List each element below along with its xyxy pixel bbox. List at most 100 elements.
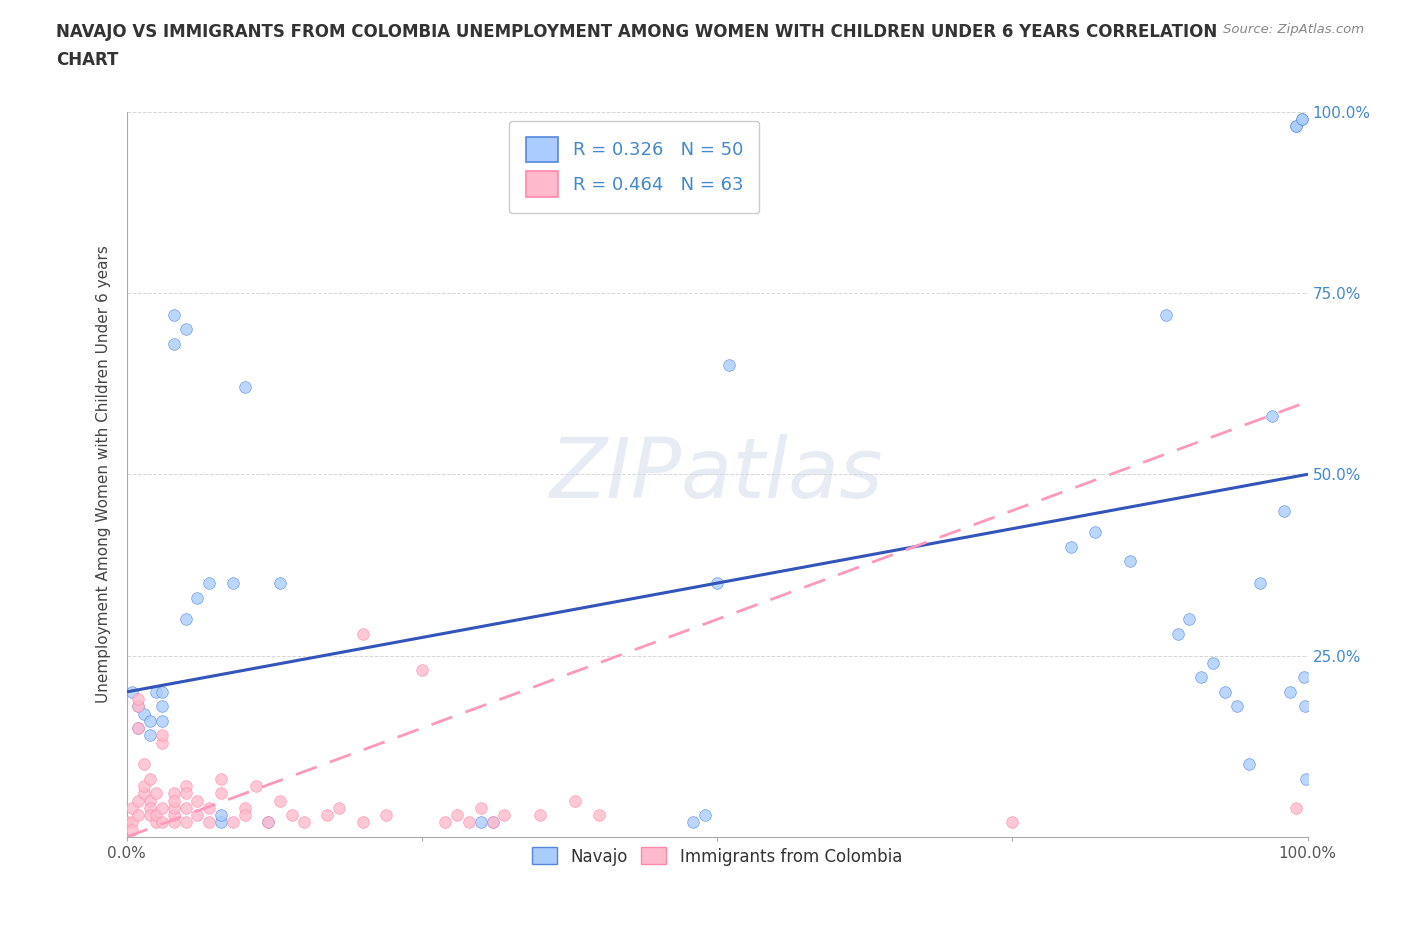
Point [139, 793, 162, 808]
Legend: Navajo, Immigrants from Colombia: Navajo, Immigrants from Colombia [526, 841, 908, 872]
Point [1285, 119, 1308, 134]
Point [150, 801, 173, 816]
Point [695, 808, 717, 823]
Point [281, 808, 304, 823]
Point [233, 808, 256, 823]
Point [375, 808, 398, 823]
Point [1291, 112, 1313, 126]
Point [163, 307, 186, 322]
Point [1272, 503, 1295, 518]
Point [174, 815, 197, 830]
Point [245, 778, 267, 793]
Point [588, 808, 610, 823]
Point [1202, 656, 1225, 671]
Point [470, 801, 492, 816]
Point [1119, 554, 1142, 569]
Point [174, 778, 197, 793]
Point [458, 815, 481, 830]
Point [352, 815, 374, 830]
Point [127, 721, 149, 736]
Point [163, 793, 186, 808]
Point [706, 576, 728, 591]
Y-axis label: Unemployment Among Women with Children Under 6 years: Unemployment Among Women with Children U… [96, 246, 111, 703]
Point [174, 801, 197, 816]
Point [127, 721, 149, 736]
Point [145, 684, 167, 699]
Point [1285, 801, 1308, 816]
Point [1292, 670, 1315, 684]
Point [292, 815, 315, 830]
Point [470, 815, 492, 830]
Point [1295, 772, 1317, 787]
Point [1291, 112, 1313, 126]
Point [1154, 307, 1177, 322]
Point [134, 757, 156, 772]
Point [150, 815, 173, 830]
Point [163, 815, 186, 830]
Point [186, 793, 208, 808]
Point [233, 801, 256, 816]
Point [174, 612, 197, 627]
Point [717, 358, 740, 373]
Point [222, 815, 245, 830]
Point [127, 793, 149, 808]
Point [1178, 612, 1201, 627]
Point [1001, 815, 1024, 830]
Point [481, 815, 503, 830]
Point [222, 576, 245, 591]
Point [411, 663, 433, 678]
Point [1226, 699, 1249, 714]
Point [1278, 684, 1301, 699]
Point [163, 337, 186, 352]
Point [1249, 576, 1271, 591]
Point [150, 728, 173, 743]
Point [198, 815, 221, 830]
Point [127, 808, 149, 823]
Point [1060, 539, 1083, 554]
Point [139, 713, 162, 728]
Point [269, 793, 291, 808]
Point [139, 728, 162, 743]
Point [121, 815, 143, 830]
Point [481, 815, 503, 830]
Point [529, 808, 551, 823]
Point [174, 322, 197, 337]
Point [209, 786, 232, 801]
Text: CHART: CHART [56, 51, 118, 69]
Point [186, 808, 208, 823]
Point [186, 591, 208, 605]
Point [115, 815, 138, 830]
Point [209, 808, 232, 823]
Point [134, 706, 156, 721]
Point [127, 692, 149, 707]
Point [139, 808, 162, 823]
Point [150, 699, 173, 714]
Point [163, 786, 186, 801]
Point [1213, 684, 1236, 699]
Point [127, 699, 149, 714]
Point [121, 684, 143, 699]
Point [163, 808, 186, 823]
Text: Source: ZipAtlas.com: Source: ZipAtlas.com [1223, 23, 1364, 36]
Point [494, 808, 516, 823]
Text: NAVAJO VS IMMIGRANTS FROM COLOMBIA UNEMPLOYMENT AMONG WOMEN WITH CHILDREN UNDER : NAVAJO VS IMMIGRANTS FROM COLOMBIA UNEMP… [56, 23, 1218, 41]
Point [257, 815, 280, 830]
Point [145, 786, 167, 801]
Point [174, 786, 197, 801]
Point [121, 801, 143, 816]
Point [1285, 119, 1308, 134]
Point [163, 801, 186, 816]
Point [1294, 699, 1316, 714]
Point [682, 815, 704, 830]
Point [134, 786, 156, 801]
Point [564, 793, 586, 808]
Point [198, 801, 221, 816]
Point [328, 801, 350, 816]
Point [150, 713, 173, 728]
Text: ZIPatlas: ZIPatlas [550, 433, 884, 515]
Point [127, 699, 149, 714]
Point [139, 801, 162, 816]
Point [233, 379, 256, 394]
Point [139, 772, 162, 787]
Point [209, 772, 232, 787]
